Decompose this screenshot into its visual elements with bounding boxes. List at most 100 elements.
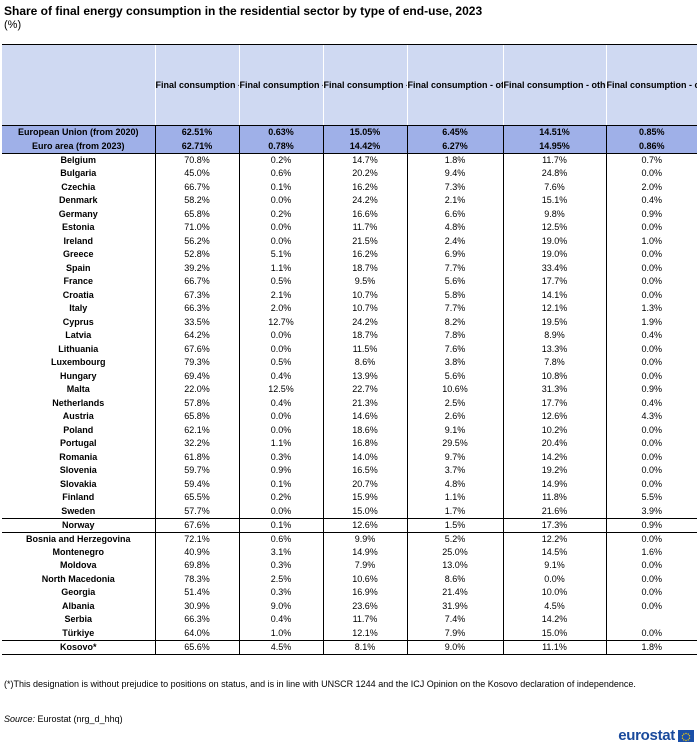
table-cell: 8.2% bbox=[406, 315, 503, 329]
table-cell: 65.5% bbox=[154, 491, 239, 505]
table-cell: 1.3% bbox=[605, 302, 697, 316]
row-label: Georgia bbox=[61, 587, 96, 598]
table-cell: 9.8% bbox=[502, 207, 606, 221]
table-cell: 0.0% bbox=[238, 423, 323, 437]
table-cell: 0.0% bbox=[605, 532, 697, 546]
table-row: Netherlands 57.8% 0.4% 21.3% 2.5% 17.7% 0.4% bbox=[2, 396, 697, 410]
table-cell: 0.0% bbox=[605, 450, 697, 464]
table-cell: 6.6% bbox=[406, 207, 503, 221]
table-cell: 2.1% bbox=[406, 194, 503, 208]
table-cell: 0.1% bbox=[238, 518, 323, 533]
table-cell: 18.7% bbox=[322, 329, 407, 343]
table-cell: 3.9% bbox=[605, 504, 697, 519]
table-row: Ireland 56.2% 0.0% 21.5% 2.4% 19.0% 1.0% bbox=[2, 234, 697, 248]
chart-unit: (%) bbox=[4, 19, 22, 31]
table-cell: 65.6% bbox=[154, 640, 239, 655]
row-label: Slovakia bbox=[59, 478, 97, 489]
row-label: Poland bbox=[63, 424, 94, 435]
table-cell: 78.3% bbox=[154, 572, 239, 586]
table-cell: 0.9% bbox=[238, 464, 323, 478]
table-cell: 72.1% bbox=[154, 532, 239, 546]
table-cell: 7.9% bbox=[406, 626, 503, 641]
table-row: Estonia 71.0% 0.0% 11.7% 4.8% 12.5% 0.0% bbox=[2, 221, 697, 235]
table-cell: 0.0% bbox=[605, 342, 697, 356]
table-row: North Macedonia 78.3% 2.5% 10.6% 8.6% 0.0% 0.0… bbox=[2, 572, 697, 586]
table-cell: 9.0% bbox=[406, 640, 503, 655]
row-label: Germany bbox=[58, 208, 98, 219]
table-row: Poland 62.1% 0.0% 18.6% 9.1% 10.2% 0.0% bbox=[2, 423, 697, 437]
table-cell: 13.3% bbox=[502, 342, 606, 356]
table-cell: 33.4% bbox=[502, 261, 606, 275]
row-label: Belgium bbox=[60, 155, 96, 165]
table-cell: 32.2% bbox=[154, 437, 239, 451]
table-header-row: Final consumption - other sectors - hous… bbox=[2, 44, 697, 126]
table-row: Portugal 32.2% 1.1% 16.8% 29.5% 20.4% 0.0% bbox=[2, 437, 697, 451]
row-label: Lithuania bbox=[58, 343, 99, 354]
table-cell: 62.71% bbox=[154, 139, 239, 154]
table-cell: 16.5% bbox=[322, 464, 407, 478]
table-cell: 62.1% bbox=[154, 423, 239, 437]
row-label: Hungary bbox=[59, 370, 97, 381]
table-cell: 2.0% bbox=[605, 180, 697, 194]
table-cell: 10.7% bbox=[322, 288, 407, 302]
table-cell: 5.1% bbox=[238, 248, 323, 262]
table-cell: 0.0% bbox=[238, 221, 323, 235]
table-cell: 6.9% bbox=[406, 248, 503, 262]
row-label: Slovenia bbox=[59, 465, 97, 476]
table-cell: 12.6% bbox=[502, 410, 606, 424]
table-cell: 4.8% bbox=[406, 221, 503, 235]
table-cell: 15.9% bbox=[322, 491, 407, 505]
table-cell: 45.0% bbox=[154, 167, 239, 181]
table-cell: 71.0% bbox=[154, 221, 239, 235]
table-cell: 19.0% bbox=[502, 248, 606, 262]
row-label: European Union (from 2020) bbox=[2, 125, 155, 140]
row-label: Malta bbox=[66, 384, 90, 395]
table-row: Spain 39.2% 1.1% 18.7% 7.7% 33.4% 0.0% bbox=[2, 261, 697, 275]
table-cell: 1.0% bbox=[238, 626, 323, 641]
table-cell: 11.1% bbox=[502, 640, 606, 655]
table-cell: 1.5% bbox=[406, 518, 503, 533]
table-cell: 0.9% bbox=[605, 383, 697, 397]
table-cell: 15.05% bbox=[322, 125, 407, 140]
table-cell: 8.9% bbox=[502, 329, 606, 343]
footnote: (*)This designation is without prejudice… bbox=[4, 679, 636, 689]
row-label: Netherlands bbox=[52, 397, 105, 408]
table-cell: 1.7% bbox=[406, 504, 503, 519]
table-cell: 2.6% bbox=[406, 410, 503, 424]
table-cell: 0.2% bbox=[238, 491, 323, 505]
column-header: Final consumption - other sectors - hous… bbox=[154, 44, 239, 126]
table-cell: 64.2% bbox=[154, 329, 239, 343]
table-cell: 56.2% bbox=[154, 234, 239, 248]
table-row: Croatia 67.3% 2.1% 10.7% 5.8% 14.1% 0.0% bbox=[2, 288, 697, 302]
table-cell: 12.6% bbox=[322, 518, 407, 533]
table-cell: 14.0% bbox=[322, 450, 407, 464]
table-cell: 9.5% bbox=[322, 275, 407, 289]
table-cell: 2.4% bbox=[406, 234, 503, 248]
table-cell: 14.6% bbox=[322, 410, 407, 424]
table-cell: 0.1% bbox=[238, 180, 323, 194]
table-cell: 0.1% bbox=[238, 477, 323, 491]
row-label: Czechia bbox=[61, 181, 96, 192]
table-cell: 12.5% bbox=[502, 221, 606, 235]
table-cell: 0.0% bbox=[605, 275, 697, 289]
row-label: Moldova bbox=[59, 560, 97, 571]
table-cell: 9.9% bbox=[322, 532, 407, 546]
table-cell: 15.0% bbox=[502, 626, 606, 641]
table-cell: 5.6% bbox=[406, 275, 503, 289]
table-cell: 65.8% bbox=[154, 410, 239, 424]
table-cell: 14.1% bbox=[502, 288, 606, 302]
table-row: Austria 65.8% 0.0% 14.6% 2.6% 12.6% 4.3% bbox=[2, 410, 697, 424]
table-cell: 31.3% bbox=[502, 383, 606, 397]
table-cell: 1.9% bbox=[605, 315, 697, 329]
table-cell: 2.1% bbox=[238, 288, 323, 302]
row-label: Romania bbox=[59, 451, 98, 462]
table-cell: 9.4% bbox=[406, 167, 503, 181]
table-row: Sweden 57.7% 0.0% 15.0% 1.7% 21.6% 3.9% bbox=[2, 504, 697, 519]
table-cell: 14.5% bbox=[502, 545, 606, 559]
table-cell: 0.4% bbox=[605, 194, 697, 208]
table-cell: 12.1% bbox=[502, 302, 606, 316]
table-cell: 79.3% bbox=[154, 356, 239, 370]
table-cell: 0.4% bbox=[238, 369, 323, 383]
table-cell: 21.6% bbox=[502, 504, 606, 519]
table-cell: 39.2% bbox=[154, 261, 239, 275]
